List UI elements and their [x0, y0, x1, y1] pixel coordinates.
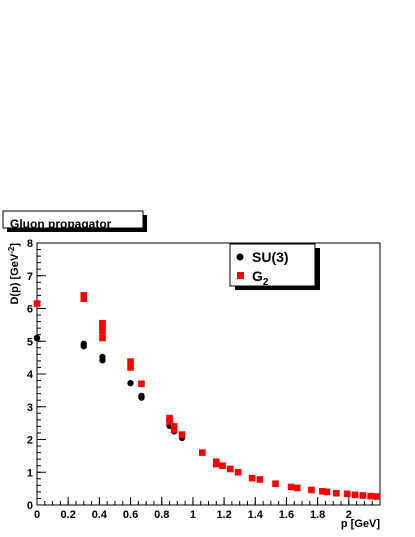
g2-data-point [351, 491, 359, 499]
g2-data-point [319, 487, 326, 495]
legend-g2-marker [237, 272, 244, 279]
x-tick-label: 1.4 [248, 509, 264, 521]
y-tick-label: 6 [27, 304, 33, 316]
chart-title: Gluon propagator [10, 217, 112, 231]
g2-data-point [198, 449, 206, 456]
y-tick-label: 1 [27, 467, 33, 479]
su3-data-point [127, 379, 134, 387]
x-tick-label: 0.2 [61, 509, 76, 521]
legend-su3-label: SU(3) [252, 249, 289, 265]
x-tick-label: 1.8 [310, 509, 325, 521]
g2-data-point [127, 364, 134, 371]
series-su3 [33, 334, 186, 442]
chart-title-box: Gluon propagator [2, 210, 147, 232]
x-tick-label: 0.6 [123, 509, 138, 521]
y-tick-label: 0 [27, 500, 33, 512]
legend-g2-label: G2 [252, 268, 269, 288]
g2-data-point [343, 490, 351, 498]
y-tick-label: 5 [27, 336, 33, 348]
y-axis-title-close: ] [9, 243, 21, 247]
x-tick-label: 0 [34, 509, 40, 521]
y-axis-title-sup: -2 [7, 246, 16, 254]
y-axis-title-main: D(p) [GeV [9, 253, 21, 304]
g2-data-point [287, 483, 295, 491]
g2-data-point [170, 423, 178, 430]
g2-data-point [127, 358, 134, 365]
y-axis-title: D(p) [GeV-2] [7, 243, 21, 305]
x-tick-label: 0.8 [154, 509, 169, 521]
g2-data-point [227, 465, 234, 473]
g2-data-point [33, 300, 41, 307]
g2-data-point [80, 292, 88, 299]
g2-data-point [323, 488, 331, 496]
su3-data-point [33, 334, 41, 342]
g2-data-point [248, 474, 256, 482]
g2-data-point [138, 380, 145, 388]
series-g2 [33, 292, 381, 500]
legend: SU(3) G2 [229, 243, 320, 290]
y-axis: 0 1 2 3 4 5 6 7 8 [27, 238, 46, 512]
g2-data-point [359, 492, 367, 499]
x-axis: 0 0.2 0.4 0.6 0.8 1 1.2 1.4 1.6 1.8 2 [34, 497, 381, 521]
su3-data-point [138, 392, 145, 400]
y-tick-label: 3 [27, 402, 33, 414]
g2-data-point [234, 468, 242, 476]
y-tick-label: 4 [27, 369, 34, 381]
y-tick-label: 8 [27, 238, 33, 250]
g2-data-point [333, 489, 340, 497]
plot-frame [36, 242, 381, 506]
g2-data-point [256, 476, 264, 483]
g2-data-point [99, 334, 106, 342]
g2-data-point [367, 492, 374, 500]
x-tick-label: 1.6 [279, 509, 294, 521]
g2-data-point [308, 486, 315, 494]
x-tick-label: 1.2 [216, 509, 231, 521]
g2-data-point [294, 484, 301, 492]
x-axis-title: p [GeV] [341, 518, 380, 530]
legend-su3-marker [236, 253, 244, 261]
su3-data-point [99, 353, 106, 361]
x-tick-label: 2 [346, 509, 352, 521]
g2-data-point [219, 462, 226, 469]
g2-data-point [178, 431, 186, 438]
x-tick-label: 0.4 [92, 509, 108, 521]
legend-g2-label-sub: 2 [263, 277, 269, 288]
g2-data-point [99, 328, 106, 335]
g2-data-point [99, 319, 106, 327]
g2-data-point [373, 493, 381, 500]
g2-data-point [272, 480, 279, 488]
g2-data-point [212, 458, 220, 466]
y-tick-label: 7 [27, 271, 33, 283]
su3-data-point [80, 340, 87, 348]
g2-data-point [166, 414, 173, 422]
y-tick-label: 2 [27, 435, 33, 447]
x-tick-label: 1 [190, 509, 196, 521]
legend-g2-label-main: G [252, 268, 263, 284]
